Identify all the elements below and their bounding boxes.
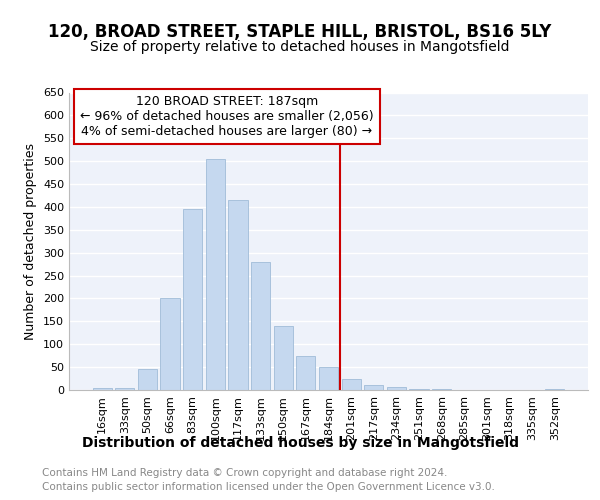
Bar — [432, 389, 451, 390]
Bar — [545, 389, 565, 390]
Y-axis label: Number of detached properties: Number of detached properties — [25, 143, 37, 340]
Text: 120 BROAD STREET: 187sqm
← 96% of detached houses are smaller (2,056)
4% of semi: 120 BROAD STREET: 187sqm ← 96% of detach… — [80, 95, 373, 138]
Bar — [251, 262, 270, 390]
Bar — [115, 388, 134, 390]
Bar — [92, 388, 112, 390]
Bar — [206, 159, 225, 390]
Text: 120, BROAD STREET, STAPLE HILL, BRISTOL, BS16 5LY: 120, BROAD STREET, STAPLE HILL, BRISTOL,… — [49, 22, 551, 40]
Bar — [319, 367, 338, 390]
Bar — [274, 326, 293, 390]
Text: Distribution of detached houses by size in Mangotsfield: Distribution of detached houses by size … — [82, 436, 518, 450]
Bar — [183, 209, 202, 390]
Bar — [387, 388, 406, 390]
Bar — [341, 378, 361, 390]
Bar — [364, 384, 383, 390]
Text: Size of property relative to detached houses in Mangotsfield: Size of property relative to detached ho… — [90, 40, 510, 54]
Bar — [160, 298, 180, 390]
Bar — [138, 370, 157, 390]
Bar — [296, 356, 316, 390]
Text: Contains HM Land Registry data © Crown copyright and database right 2024.
Contai: Contains HM Land Registry data © Crown c… — [42, 468, 495, 491]
Bar — [229, 200, 248, 390]
Bar — [409, 388, 428, 390]
